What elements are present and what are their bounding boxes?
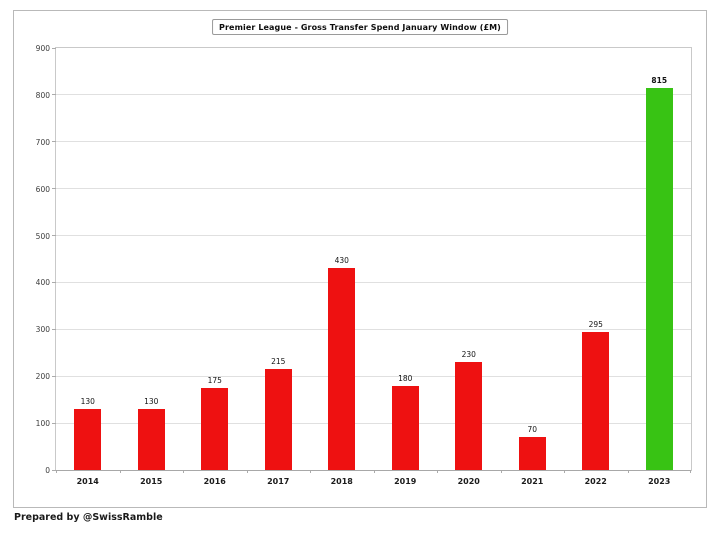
bar [645, 87, 673, 470]
bar-value-label: 130 [80, 397, 95, 407]
y-tick-label: 600 [35, 184, 50, 194]
x-axis-tick [437, 470, 438, 473]
y-axis-tick [52, 281, 56, 283]
bar-value-label: 295 [588, 319, 603, 329]
x-axis-tick [310, 470, 311, 473]
bar-value-label: 70 [527, 425, 538, 435]
bar [518, 437, 546, 470]
x-tick-label: 2022 [584, 477, 607, 486]
y-tick-label: 800 [35, 90, 50, 100]
bar [137, 409, 165, 470]
footer-credit: Prepared by @SwissRamble [14, 512, 163, 523]
y-axis-tick [52, 328, 56, 330]
bar [328, 268, 356, 470]
x-axis-tick [247, 470, 248, 473]
y-axis-tick [52, 94, 56, 96]
y-axis-tick [52, 469, 56, 471]
gridline [56, 281, 691, 283]
x-axis-tick [501, 470, 502, 473]
x-tick-label: 2023 [648, 477, 671, 486]
bar-group: 815 [628, 48, 692, 470]
y-tick-label: 700 [35, 137, 50, 147]
x-tick-label: 2014 [76, 477, 99, 486]
bar-group: 215 [247, 48, 311, 470]
y-tick-label: 900 [35, 44, 50, 53]
y-axis-tick [52, 422, 56, 424]
x-axis-line [56, 470, 691, 471]
x-axis-tick [183, 470, 184, 473]
bar [74, 409, 102, 470]
x-axis-tick [120, 470, 121, 473]
x-axis-tick [374, 470, 375, 473]
gridline [56, 235, 691, 237]
bar-group: 130 [120, 48, 184, 470]
y-tick-label: 300 [35, 325, 50, 335]
bar-value-label: 230 [461, 350, 476, 360]
y-axis-tick [52, 188, 56, 190]
y-tick-label: 0 [45, 466, 50, 475]
bar-value-label: 175 [207, 375, 222, 385]
bar-group: 295 [564, 48, 628, 470]
bar-group: 175 [183, 48, 247, 470]
bar-group: 70 [501, 48, 565, 470]
chart-title: Premier League - Gross Transfer Spend Ja… [212, 19, 508, 35]
bar [201, 387, 229, 470]
x-tick-label: 2016 [203, 477, 226, 486]
bar-group: 180 [374, 48, 438, 470]
gridline [56, 188, 691, 190]
gridline [56, 375, 691, 377]
bar-value-label: 215 [271, 357, 286, 367]
x-axis-tick [564, 470, 565, 473]
y-tick-label: 100 [35, 419, 50, 429]
plot-area: 0 100 200 300 400 500 600 700 800 900 130 130 175 21… [36, 44, 692, 486]
y-axis-tick [52, 235, 56, 237]
bar-value-label: 430 [334, 256, 349, 266]
bar [391, 385, 419, 470]
bar-group: 430 [310, 48, 374, 470]
x-axis-tick [690, 470, 691, 473]
y-axis-tick [52, 375, 56, 377]
gridline [56, 328, 691, 330]
bar-value-label: 815 [651, 75, 668, 85]
bar-value-label: 180 [398, 373, 413, 383]
bar-group: 130 [56, 48, 120, 470]
x-tick-label: 2017 [267, 477, 290, 486]
x-tick-label: 2015 [140, 477, 163, 486]
gridline [56, 141, 691, 143]
bar-group: 230 [437, 48, 501, 470]
bar [264, 369, 292, 470]
bar-value-label: 130 [144, 397, 159, 407]
y-tick-label: 500 [35, 231, 50, 241]
x-axis-tick [628, 470, 629, 473]
x-tick-label: 2020 [457, 477, 480, 486]
y-tick-label: 200 [35, 372, 50, 382]
chart-frame: Premier League - Gross Transfer Spend Ja… [13, 10, 707, 508]
bar [582, 331, 610, 470]
x-axis-tick [56, 470, 57, 473]
y-tick-label: 400 [35, 278, 50, 288]
x-tick-label: 2021 [521, 477, 544, 486]
y-axis-tick [52, 141, 56, 143]
gridline [56, 422, 691, 424]
bar [455, 362, 483, 470]
y-axis-tick [52, 47, 56, 49]
x-tick-label: 2019 [394, 477, 417, 486]
x-tick-label: 2018 [330, 477, 353, 486]
gridline [56, 94, 691, 96]
